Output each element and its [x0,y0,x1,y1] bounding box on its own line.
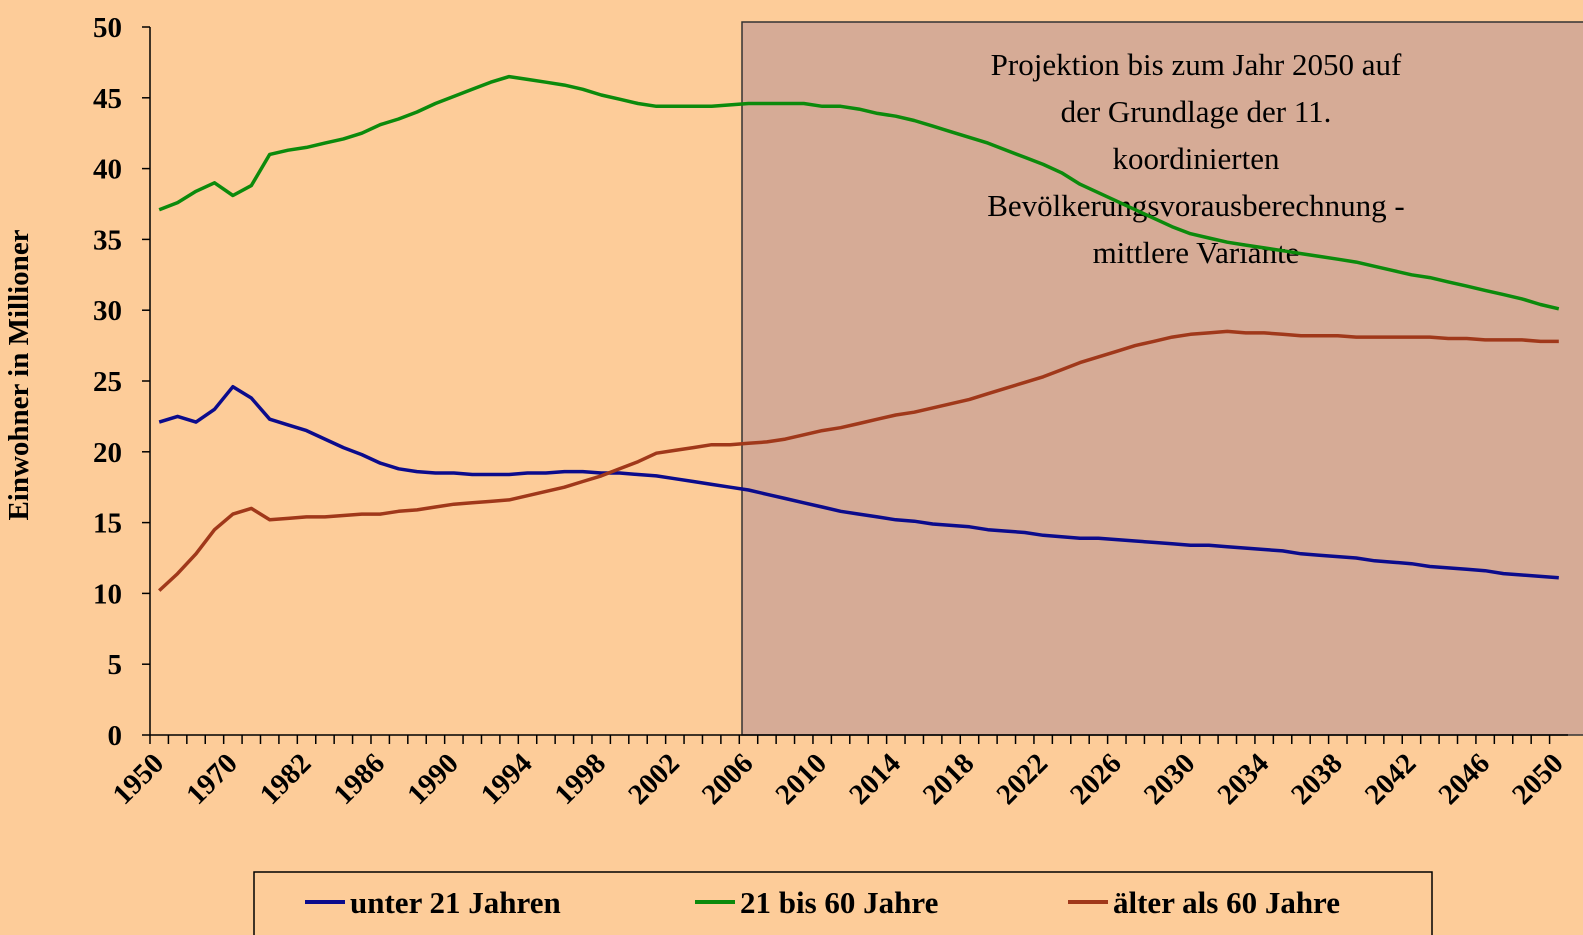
y-tick-label: 50 [93,12,122,44]
x-tick-label: 2006 [696,747,760,811]
y-tick-label: 35 [93,224,122,256]
x-tick-label: 1970 [180,747,244,811]
x-tick-label: 2038 [1285,747,1349,811]
y-tick-label: 20 [93,437,122,469]
annotation: der Grundlage der 11. [1061,94,1332,129]
x-tick-label: 2050 [1506,747,1570,811]
x-tick-label: 1994 [475,747,539,811]
x-tick-label: 2026 [1064,747,1128,811]
y-tick-label: 0 [108,720,123,752]
x-tick-label: 1986 [328,747,392,811]
x-tick-label: 2014 [843,747,907,811]
x-tick-label: 1950 [107,747,171,811]
series-line [158,384,1559,580]
x-tick-label: 2022 [990,747,1054,811]
annotation: Projektion bis zum Jahr 2050 auf [991,47,1402,82]
y-tick-label: 15 [93,508,122,540]
y-tick-label: 45 [93,83,122,115]
y-tick-label: 10 [93,578,122,610]
x-tick-label: 1990 [401,747,465,811]
y-tick-label: 5 [108,649,123,681]
annotation: koordinierten [1112,141,1280,176]
x-tick-label: 2046 [1432,747,1496,811]
x-tick-label: 1982 [254,747,318,811]
legend-label: 21 bis 60 Jahre [740,885,938,920]
x-tick-label: 2034 [1211,747,1275,811]
x-tick-label: 1998 [548,747,612,811]
series-line [158,329,1559,592]
y-tick-label: 40 [93,154,122,186]
annotation: Bevölkerungsvorausberechnung - [987,188,1405,223]
legend-box [253,871,1433,935]
series-line [158,74,1560,311]
legend-label: älter als 60 Jahre [1113,885,1340,920]
annotation: mittlere Variante [1093,235,1300,270]
x-tick-label: 2002 [622,747,686,811]
y-axis-label: Einwohner in Millioner [3,229,35,520]
x-tick-label: 2030 [1138,747,1202,811]
y-tick-label: 30 [93,295,122,327]
x-tick-label: 2010 [769,747,833,811]
x-tick-label: 2042 [1359,747,1423,811]
x-tick-label: 2018 [917,747,981,811]
projection-area [741,21,1583,736]
legend-label: unter 21 Jahren [350,885,561,920]
y-tick-label: 25 [93,366,122,398]
